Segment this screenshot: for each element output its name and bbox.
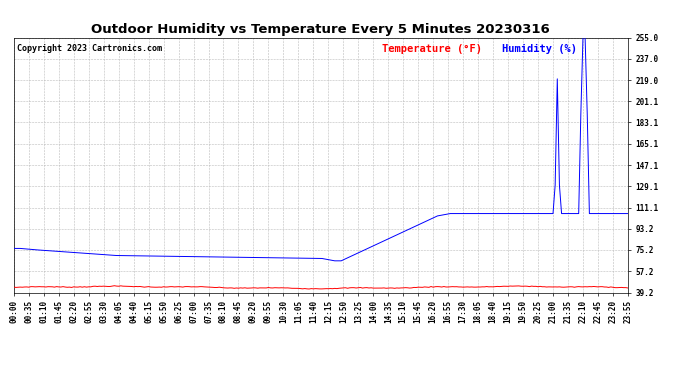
Text: Temperature (°F): Temperature (°F) bbox=[382, 44, 482, 54]
Title: Outdoor Humidity vs Temperature Every 5 Minutes 20230316: Outdoor Humidity vs Temperature Every 5 … bbox=[92, 23, 550, 36]
Text: Humidity (%): Humidity (%) bbox=[502, 44, 577, 54]
Text: Copyright 2023 Cartronics.com: Copyright 2023 Cartronics.com bbox=[17, 44, 162, 53]
